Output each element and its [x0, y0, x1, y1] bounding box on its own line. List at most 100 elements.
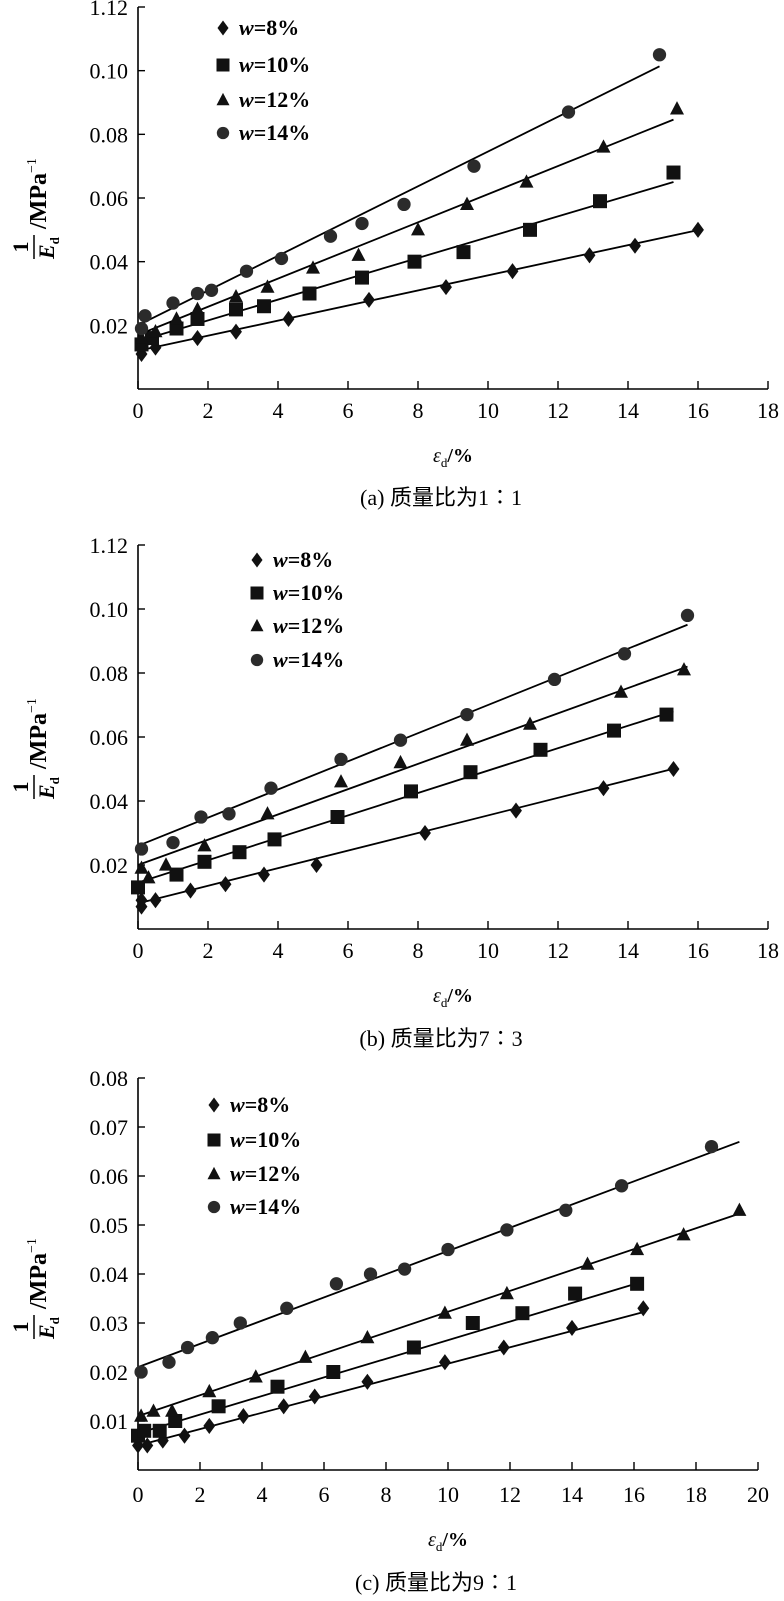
data-point: [270, 1379, 285, 1394]
data-point: [277, 1398, 290, 1415]
data-point: [393, 733, 408, 747]
y-tick-label: 0.05: [90, 1213, 129, 1238]
x-axis-label: εd/%: [433, 445, 473, 470]
legend-label-value: =8%: [254, 15, 300, 40]
data-point: [393, 754, 408, 769]
data-point: [169, 311, 184, 325]
x-axis-label-subscript: d: [441, 455, 448, 470]
x-tick-label: 8: [413, 938, 424, 963]
legend-marker-square: [250, 586, 264, 600]
chart-caption: (a) 质量比为1∶1: [360, 485, 522, 510]
legend-label-value: =8%: [245, 1092, 291, 1117]
data-point: [692, 221, 704, 238]
y-label-numerator: 1: [8, 242, 33, 253]
y-label-denominator: Ed: [34, 1316, 62, 1340]
data-point: [593, 194, 607, 209]
trend-line: [137, 181, 674, 343]
legend-marker-circle: [216, 126, 230, 140]
data-point: [363, 291, 375, 308]
data-point: [165, 1403, 180, 1417]
trend-line: [137, 623, 688, 847]
data-point: [523, 222, 537, 237]
x-tick-label: 10: [477, 938, 499, 963]
x-tick-label: 12: [499, 1482, 521, 1507]
x-axis-label-unit: /%: [441, 1529, 468, 1551]
data-point: [510, 802, 522, 819]
data-point: [596, 139, 611, 153]
data-point: [191, 330, 204, 347]
y-label-denominator-symbol: E: [34, 244, 59, 260]
data-point: [222, 807, 236, 821]
legend-label-value: =14%: [245, 1194, 302, 1219]
data-point: [194, 810, 208, 824]
data-point: [441, 1242, 455, 1257]
data-point: [137, 1423, 152, 1438]
y-label-numerator: 1: [8, 782, 33, 793]
data-point: [149, 892, 162, 909]
data-point: [257, 299, 271, 314]
x-tick-label: 12: [547, 398, 569, 423]
x-axis-label-unit: /%: [446, 445, 473, 467]
data-point: [178, 1427, 191, 1444]
y-label-denominator: Ed: [34, 236, 62, 260]
data-point: [440, 279, 452, 296]
legend-label-var: w: [239, 120, 254, 145]
series-triangle: [134, 1202, 747, 1422]
y-label-numerator: 1: [8, 1322, 33, 1333]
legend-label-value: =10%: [288, 580, 345, 605]
data-point: [138, 309, 152, 323]
data-point: [134, 1365, 148, 1379]
y-axis-label: 1 Ed/MPa−1: [8, 158, 62, 260]
data-point: [131, 880, 145, 895]
x-tick-label: 18: [757, 398, 779, 423]
data-point: [667, 760, 680, 778]
x-tick-label: 8: [381, 1482, 392, 1507]
legend-label-value: =8%: [288, 547, 334, 572]
data-point: [334, 774, 348, 788]
data-point: [360, 1330, 375, 1344]
legend-label-var: w: [273, 580, 288, 605]
data-point: [180, 1340, 195, 1355]
x-tick-label: 10: [477, 398, 499, 423]
data-point: [499, 1285, 514, 1300]
series-triangle: [134, 662, 691, 884]
data-point: [515, 1306, 530, 1321]
data-point: [677, 662, 691, 676]
data-point: [260, 806, 275, 820]
data-point: [211, 1399, 226, 1414]
legend-label: w=10%: [239, 52, 310, 77]
data-point: [397, 1262, 412, 1276]
x-tick-label: 4: [257, 1482, 268, 1507]
legend-label: w=12%: [230, 1161, 301, 1186]
data-point: [310, 856, 323, 874]
chart-caption: (c) 质量比为9∶1: [355, 1570, 517, 1595]
x-tick-label: 6: [319, 1482, 330, 1507]
legend-marker-square: [216, 58, 230, 72]
data-point: [411, 222, 425, 236]
chart-panel-c: 0 2 4 6 8 10 12 14 16 18 20 0.01 0.02 0.03 0.04 0.05 0.0…: [8, 1066, 769, 1595]
data-point: [135, 345, 148, 363]
x-axis-label-subscript: d: [441, 995, 448, 1010]
series-diamond: [132, 1300, 650, 1454]
x-tick-label: 4: [273, 938, 284, 963]
series-square: [134, 165, 681, 352]
y-label-unit-text: /MPa: [26, 173, 52, 230]
y-tick-label: 0.01: [90, 1409, 129, 1434]
data-point: [166, 296, 180, 310]
legend-label-var: w: [230, 1127, 245, 1152]
x-tick-label: 14: [561, 1482, 583, 1507]
x-axis-label: εd/%: [433, 985, 473, 1010]
trend-line: [137, 1311, 644, 1447]
data-point: [614, 684, 628, 698]
data-point: [274, 251, 289, 266]
y-label-denominator: Ed: [34, 776, 62, 800]
x-tick-label: 0: [133, 398, 144, 423]
y-tick-label: 0.06: [90, 725, 129, 750]
data-point: [497, 1339, 510, 1356]
y-tick-label: 0.03: [90, 1311, 129, 1336]
y-tick-label: 1.12: [90, 0, 129, 20]
legend-label: w=10%: [230, 1127, 301, 1152]
data-point: [460, 732, 474, 746]
x-axis-label-unit: /%: [446, 985, 473, 1007]
